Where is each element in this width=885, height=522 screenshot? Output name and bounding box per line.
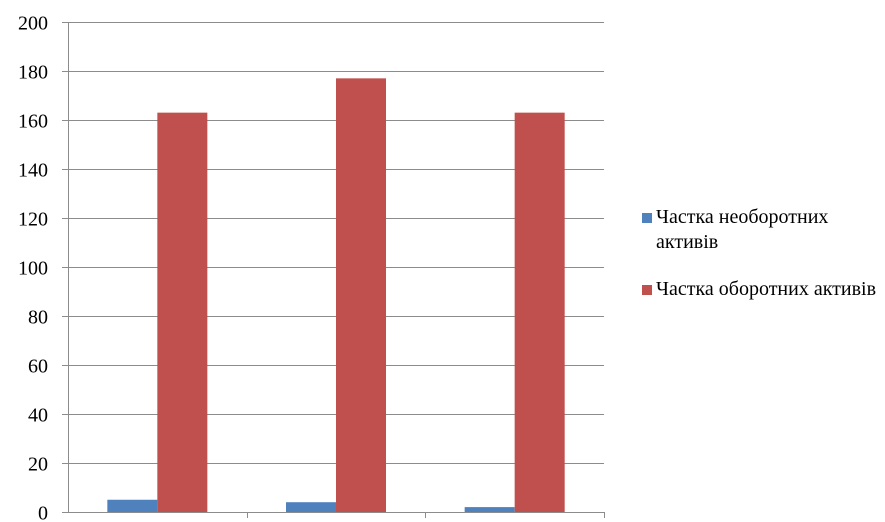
axes (68, 22, 605, 518)
y-axis-tick-label-6: 120 (18, 209, 48, 231)
y-axis-tick-label-8: 160 (18, 111, 48, 133)
legend-label-series-1: Частка необоротних активів (656, 206, 829, 253)
bar-series-1-category-3 (464, 507, 515, 512)
legend: Частка необоротних активів Частка оборот… (642, 205, 882, 324)
y-axis-tick-label-2: 40 (28, 405, 48, 427)
y-axis-tick-label-9: 180 (18, 62, 48, 84)
legend-swatch-series-1 (642, 213, 652, 223)
y-axis-tick-label-10: 200 (18, 13, 48, 35)
y-axis-tick-label-0: 0 (38, 503, 48, 522)
bar-series-2-category-3 (514, 112, 565, 513)
legend-item-series-1: Частка необоротних активів (642, 205, 882, 255)
y-axis-tick-labels: 0 20 40 60 80 100 120 140 160 180 200 (18, 13, 48, 522)
y-axis-tick-label-1: 20 (28, 454, 48, 476)
bar-series-1-category-2 (286, 502, 336, 512)
bar-series-2-category-1 (157, 112, 208, 513)
y-axis-tick-label-5: 100 (18, 258, 48, 280)
y-axis-tick-label-3: 60 (28, 356, 48, 378)
y-axis-tick-label-7: 140 (18, 160, 48, 182)
legend-label-series-2: Частка оборотних активів (656, 278, 877, 300)
bar-series-1-category-1 (107, 499, 158, 512)
legend-item-series-2: Частка оборотних активів (642, 277, 882, 302)
y-axis-tick-label-4: 80 (28, 307, 48, 329)
bar-series-2-category-2 (336, 78, 386, 512)
legend-swatch-series-2 (642, 285, 652, 295)
bars (107, 78, 565, 513)
